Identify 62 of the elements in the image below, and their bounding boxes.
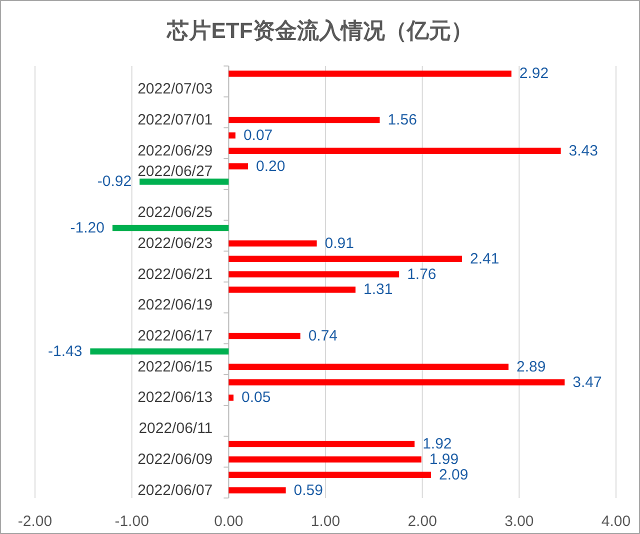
bar [228, 472, 432, 478]
data-label: 1.99 [429, 450, 459, 468]
x-tick-label: 4.00 [601, 513, 631, 530]
data-label: 0.74 [308, 328, 338, 344]
x-tick-label: 0.00 [214, 513, 244, 530]
y-tick-label: 2022/06/09 [138, 450, 213, 468]
data-label: 1.31 [364, 281, 393, 298]
data-label: 1.92 [422, 436, 452, 452]
y-tick-label: 2022/06/11 [138, 420, 213, 438]
data-label: -0.92 [97, 173, 132, 190]
x-tick-label: 2.00 [408, 513, 437, 530]
y-tick-label: 2022/06/29 [138, 142, 213, 160]
y-tick-label: 2022/06/27 [138, 163, 213, 180]
chart-title: 芯片ETF资金流入情况（亿元） [166, 18, 473, 43]
y-tick-label: 2022/06/07 [138, 482, 213, 499]
data-label: 0.59 [294, 482, 323, 499]
data-label: 0.91 [324, 234, 354, 252]
data-label: -1.43 [48, 342, 82, 360]
data-label: 0.07 [243, 126, 273, 144]
data-label: 3.47 [572, 374, 602, 391]
data-label: 2.89 [516, 358, 546, 376]
bar [228, 70, 512, 77]
x-tick-label: -1.00 [114, 513, 149, 530]
bar [112, 224, 229, 232]
bar [228, 116, 380, 124]
x-tick-label: 1.00 [310, 513, 340, 530]
bar [228, 240, 317, 247]
y-tick-label: 2022/07/01 [138, 112, 213, 128]
bar [228, 394, 234, 401]
data-label: 2.09 [439, 466, 468, 484]
data-label: 3.43 [568, 142, 598, 160]
bar [228, 286, 356, 293]
bar [228, 132, 236, 139]
bar [228, 364, 509, 370]
bar [228, 256, 462, 262]
bar [90, 348, 229, 355]
y-tick-label: 2022/06/25 [138, 204, 213, 222]
x-tick-label: -2.00 [18, 513, 52, 530]
bar [228, 271, 400, 278]
data-label: 1.76 [407, 266, 436, 283]
bar [228, 487, 286, 494]
y-tick-label: 2022/06/13 [138, 389, 213, 406]
data-label: 0.05 [242, 389, 271, 406]
bar [228, 440, 415, 448]
bar [228, 456, 422, 463]
y-tick-label: 2022/06/19 [138, 296, 213, 314]
y-tick-label: 2022/06/21 [138, 266, 213, 283]
y-tick-label: 2022/06/17 [138, 328, 213, 344]
data-label: 2.41 [470, 250, 500, 268]
y-tick-label: 2022/06/15 [138, 358, 213, 376]
data-label: -1.20 [70, 220, 104, 236]
bar [228, 332, 300, 340]
bar [228, 163, 248, 170]
x-tick-label: 3.00 [504, 513, 534, 530]
bar [140, 178, 229, 185]
data-label: 0.20 [256, 158, 286, 175]
bar [228, 148, 561, 154]
y-tick-label: 2022/06/23 [138, 234, 213, 252]
bar [228, 379, 565, 386]
data-label: 1.56 [388, 112, 417, 128]
data-label: 2.92 [519, 65, 549, 82]
y-tick-label: 2022/07/03 [138, 80, 213, 98]
